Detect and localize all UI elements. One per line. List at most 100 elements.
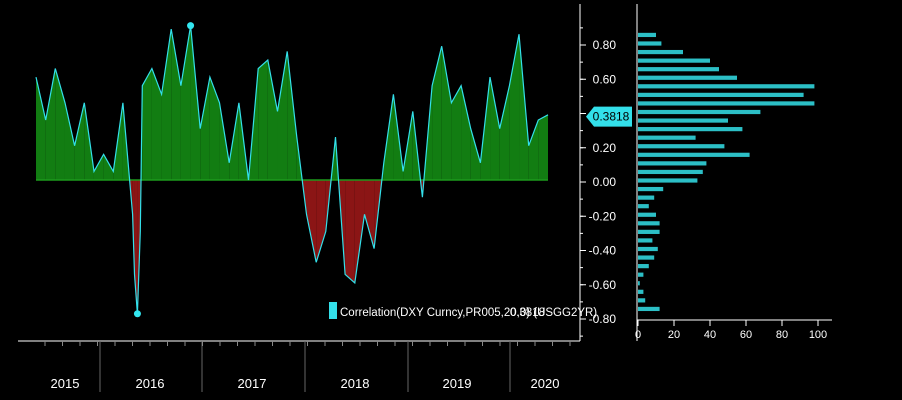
histogram-bar xyxy=(638,169,703,175)
histogram-bar xyxy=(638,178,698,183)
negative-area-segment xyxy=(306,180,317,263)
positive-area-segment xyxy=(287,51,297,180)
histogram-bar xyxy=(638,127,743,132)
positive-area-segment xyxy=(219,102,230,180)
negative-area-segment xyxy=(354,180,365,283)
histogram-bars xyxy=(638,32,815,312)
y-tick-label: -0.40 xyxy=(589,244,617,258)
min-marker xyxy=(133,310,141,318)
x-tick-label: 2015 xyxy=(51,376,80,391)
positive-area-segment xyxy=(470,128,481,180)
positive-area-segment xyxy=(36,77,46,180)
positive-area-segment xyxy=(267,59,278,181)
positive-area-segment xyxy=(161,29,172,180)
histogram-bar xyxy=(638,246,658,252)
histogram-bar xyxy=(638,195,655,200)
positive-area-segment xyxy=(45,68,56,180)
positive-area-segment xyxy=(383,94,394,180)
positive-area-segment xyxy=(229,102,239,180)
histogram-bar xyxy=(638,118,728,123)
distribution-histogram: 0 20 40 60 80 100 xyxy=(635,4,832,341)
positive-area-segment xyxy=(64,102,75,180)
x-tick-label: 2017 xyxy=(238,376,267,391)
histogram-bar xyxy=(638,161,707,166)
histogram-bar xyxy=(638,67,719,72)
positive-area-segment xyxy=(441,46,452,181)
positive-area-segment xyxy=(519,34,529,180)
histogram-bar xyxy=(638,144,725,149)
legend-swatch xyxy=(329,302,337,319)
positive-area-segment xyxy=(461,85,471,180)
legend-series-value: 0.3818 xyxy=(510,307,545,319)
y-tick-label: 0.80 xyxy=(593,38,617,52)
positive-area-segment xyxy=(103,154,114,180)
histogram-bar xyxy=(638,272,644,277)
histogram-tick-label: 100 xyxy=(809,329,827,341)
positive-area-segment xyxy=(171,29,181,180)
histogram-bar xyxy=(638,135,696,140)
histogram-bar xyxy=(638,281,640,286)
histogram-bar xyxy=(638,92,804,97)
histogram-bar xyxy=(638,32,656,38)
y-tick-label: -0.80 xyxy=(589,312,617,326)
positive-area-segment xyxy=(93,154,104,180)
current-value-tag-shape xyxy=(586,106,632,127)
negative-area-segment xyxy=(364,180,375,249)
histogram-bar xyxy=(638,306,660,312)
legend: Correlation(DXY Curncy,PR005,20,0) (USGG… xyxy=(329,302,597,319)
positive-area-segment xyxy=(509,34,520,180)
histogram-bar xyxy=(638,101,815,106)
positive-area-segment xyxy=(258,59,268,181)
positive-area-segment xyxy=(200,77,210,180)
histogram-count-ticks: 0 20 40 60 80 100 xyxy=(635,320,827,341)
histogram-bar xyxy=(638,75,737,80)
histogram-bar xyxy=(638,204,649,209)
histogram-bar xyxy=(638,289,644,294)
current-value-tag: 0.3818 xyxy=(586,106,632,127)
positive-area-segment xyxy=(490,77,500,180)
positive-area-segment xyxy=(209,77,220,180)
histogram-bar xyxy=(638,186,664,192)
positive-area-segment xyxy=(180,25,191,181)
histogram-bar xyxy=(638,298,646,303)
positive-area-segment xyxy=(538,114,548,180)
histogram-bar xyxy=(638,152,750,157)
positive-area-segment xyxy=(190,25,201,181)
histogram-bar xyxy=(638,49,683,55)
histogram-bar xyxy=(638,238,653,243)
max-marker xyxy=(187,22,195,30)
histogram-tick-label: 60 xyxy=(740,329,752,341)
positive-area-segment xyxy=(432,46,442,181)
positive-area-segment xyxy=(451,85,462,180)
y-tick-label: 0.00 xyxy=(593,175,617,189)
y-tick-label: -0.20 xyxy=(589,209,617,223)
y-tick-label: 0.20 xyxy=(593,141,617,155)
x-tick-label: 2018 xyxy=(341,376,370,391)
histogram-bar xyxy=(638,41,662,46)
x-axis-labels: 2015 2016 2017 2018 2019 2020 xyxy=(44,341,571,392)
histogram-bar xyxy=(638,229,660,234)
positive-area-segment xyxy=(499,85,510,180)
positive-area-segment xyxy=(151,68,162,180)
legend-series-label: Correlation(DXY Curncy,PR005,20,0) (USGG… xyxy=(340,307,597,319)
x-tick-label: 2016 xyxy=(136,376,165,391)
y-tick-label: 0.60 xyxy=(593,72,617,86)
correlation-series-line xyxy=(35,25,549,314)
histogram-bar xyxy=(638,109,761,115)
y-tick-label: -0.60 xyxy=(589,278,617,292)
negative-area-segment xyxy=(316,180,326,263)
histogram-bar xyxy=(638,221,660,226)
negative-area-segment xyxy=(345,180,355,283)
histogram-tick-label: 20 xyxy=(668,329,680,341)
histogram-tick-label: 40 xyxy=(704,329,716,341)
histogram-bar xyxy=(638,58,710,63)
positive-area-segment xyxy=(142,68,152,180)
histogram-bar xyxy=(638,264,649,269)
positive-area-segment xyxy=(74,102,85,180)
histogram-bar xyxy=(638,84,815,89)
histogram-tick-label: 0 xyxy=(635,329,641,341)
extreme-markers xyxy=(133,22,195,318)
